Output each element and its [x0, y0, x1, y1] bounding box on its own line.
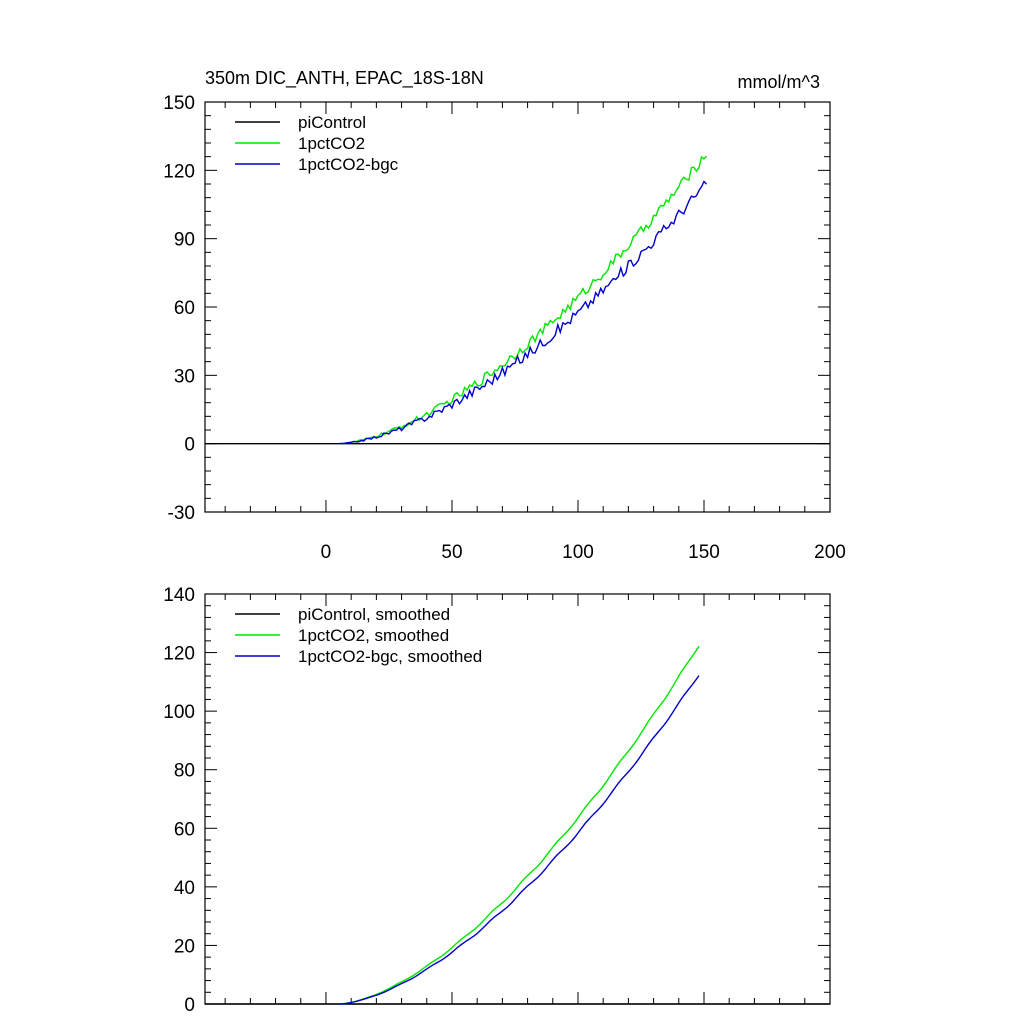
bottom-panel: 0 20 40 60 80 100 120 140 piControl, smoothed 1pc…	[163, 585, 831, 1016]
x-tick-label: 100	[562, 542, 594, 563]
series-line-1pctco2-bgc-smoothed	[338, 675, 700, 1005]
y-tick-label: 120	[163, 161, 195, 182]
y-tick-label: 0	[184, 435, 195, 456]
legend-label: 1pctCO2, smoothed	[298, 626, 449, 645]
y-tick-label: 90	[174, 230, 195, 251]
legend-label: piControl	[298, 113, 366, 132]
y-tick-label: 40	[174, 878, 195, 899]
x-tick-label: 0	[321, 542, 332, 563]
series-line-1pctco2	[338, 155, 708, 445]
y-tick-label: 0	[184, 995, 195, 1016]
y-tick-label: 120	[163, 644, 195, 665]
y-tick-label: 30	[174, 366, 195, 387]
y-tick-label: 100	[163, 702, 195, 723]
x-tick-label: 150	[688, 542, 720, 563]
legend-label: 1pctCO2-bgc	[298, 155, 399, 174]
legend-label: piControl, smoothed	[298, 605, 450, 624]
legend-label: 1pctCO2	[298, 134, 365, 153]
y-tick-label: 150	[163, 93, 195, 114]
y-tick-label: 60	[174, 819, 195, 840]
y-tick-label: 60	[174, 298, 195, 319]
x-tick-label: 200	[814, 542, 846, 563]
x-tick-label: 50	[441, 542, 462, 563]
top-panel: -30 0 30 60 90 120 150 0 50 100 150 200 350m DIC_ANT…	[163, 68, 846, 563]
y-tick-label: 80	[174, 761, 195, 782]
chart-title: 350m DIC_ANTH, EPAC_18S-18N	[205, 68, 484, 89]
legend-label: 1pctCO2-bgc, smoothed	[298, 647, 482, 666]
y-tick-label: 140	[163, 585, 195, 606]
series-line-1pctco2-smoothed	[338, 645, 700, 1005]
y-tick-label: -30	[168, 503, 195, 524]
y-tick-label: 20	[174, 936, 195, 957]
series-line-1pctco2-bgc	[338, 180, 708, 445]
units-label: mmol/m^3	[738, 72, 820, 92]
